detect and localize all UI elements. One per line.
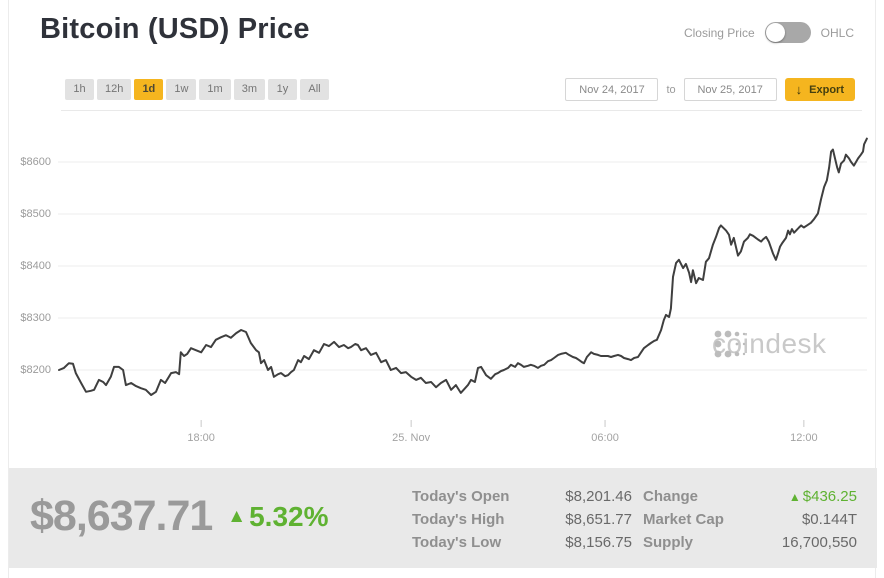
stat-row-marketcap: Market Cap $0.144T — [643, 508, 857, 531]
up-triangle-icon: ▲ — [227, 505, 247, 527]
range-button-12h[interactable]: 12h — [97, 79, 132, 100]
current-price: $8,637.71 — [30, 492, 213, 540]
range-button-1h[interactable]: 1h — [65, 79, 94, 100]
date-range-to-label: to — [666, 83, 676, 96]
stat-row-open: Today's Open $8,201.46 — [412, 485, 632, 508]
stats-col-market: Change ▲ $436.25 Market Cap $0.144T Suppl… — [643, 485, 857, 554]
x-axis-label: 18:00 — [187, 432, 215, 444]
download-icon: ↓ — [795, 82, 803, 97]
toolbar-separator — [61, 110, 862, 111]
bitcoin-price-widget: Bitcoin (USD) Price Closing Price OHLC 1… — [8, 0, 877, 578]
range-button-1w[interactable]: 1w — [166, 79, 197, 100]
x-axis-label: 25. Nov — [392, 432, 431, 444]
coindesk-logo-icon — [714, 330, 746, 358]
stat-value: 16,700,550 — [781, 534, 857, 551]
stat-value: $8,156.75 — [565, 534, 632, 551]
stat-label: Today's Low — [412, 534, 502, 551]
date-to-input[interactable] — [683, 78, 777, 101]
stat-label: Change — [643, 488, 699, 505]
range-button-1d[interactable]: 1d — [134, 79, 164, 100]
ohlc-label: OHLC — [820, 25, 854, 40]
price-line — [58, 137, 868, 396]
y-axis-label: $8500 — [20, 208, 51, 220]
range-button-group: 1h 12h 1d 1w 1m 3m 1y All — [65, 79, 329, 100]
price-mode-toggle-group: Closing Price OHLC — [684, 22, 854, 43]
stat-label: Today's High — [412, 511, 505, 528]
range-button-3m[interactable]: 3m — [233, 79, 265, 100]
stat-row-high: Today's High $8,651.77 — [412, 508, 632, 531]
price-chart-svg[interactable] — [9, 115, 877, 460]
stat-value-change: ▲ $436.25 — [788, 488, 857, 505]
export-label: Export — [809, 83, 844, 96]
current-price-block: $8,637.71 ▲ 5.32% — [30, 492, 329, 541]
range-button-1m[interactable]: 1m — [199, 79, 231, 100]
page-title: Bitcoin (USD) Price — [40, 13, 310, 45]
stat-value: $8,201.46 — [565, 488, 632, 505]
up-triangle-icon: ▲ — [788, 490, 801, 504]
y-axis-label: $8400 — [20, 260, 51, 272]
stats-col-today: Today's Open $8,201.46 Today's High $8,6… — [412, 485, 632, 554]
stat-label: Market Cap — [643, 511, 724, 528]
price-change-percent: ▲ 5.32% — [227, 500, 329, 532]
stat-value: $0.144T — [801, 511, 857, 528]
stat-row-supply: Supply 16,700,550 — [643, 531, 857, 554]
price-chart[interactable]: coindesk $8600 $8500 $8400 $8300 $8200 18:00 2… — [9, 115, 877, 460]
export-button[interactable]: ↓ Export — [784, 78, 855, 101]
closing-price-label: Closing Price — [683, 25, 755, 40]
coindesk-watermark: coindesk — [712, 328, 827, 360]
y-axis-label: $8300 — [20, 312, 51, 324]
date-from-input[interactable] — [565, 78, 659, 101]
stat-row-low: Today's Low $8,156.75 — [412, 531, 632, 554]
toggle-knob-icon[interactable] — [765, 23, 785, 42]
x-axis-label: 06:00 — [591, 432, 619, 444]
y-axis-label: $8200 — [20, 364, 51, 376]
range-button-1y[interactable]: 1y — [267, 79, 297, 100]
stats-bar: $8,637.71 ▲ 5.32% Today's Open $8,201.46… — [9, 468, 877, 568]
range-button-all[interactable]: All — [299, 79, 329, 100]
y-axis-label: $8600 — [20, 156, 51, 168]
stat-value: $8,651.77 — [565, 511, 632, 528]
stat-label: Today's Open — [412, 488, 510, 505]
stat-row-change: Change ▲ $436.25 — [643, 485, 857, 508]
price-mode-toggle[interactable] — [764, 22, 811, 43]
date-range-controls: to ↓ Export — [565, 78, 855, 101]
stat-label: Supply — [643, 534, 694, 551]
x-axis-label: 12:00 — [790, 432, 818, 444]
